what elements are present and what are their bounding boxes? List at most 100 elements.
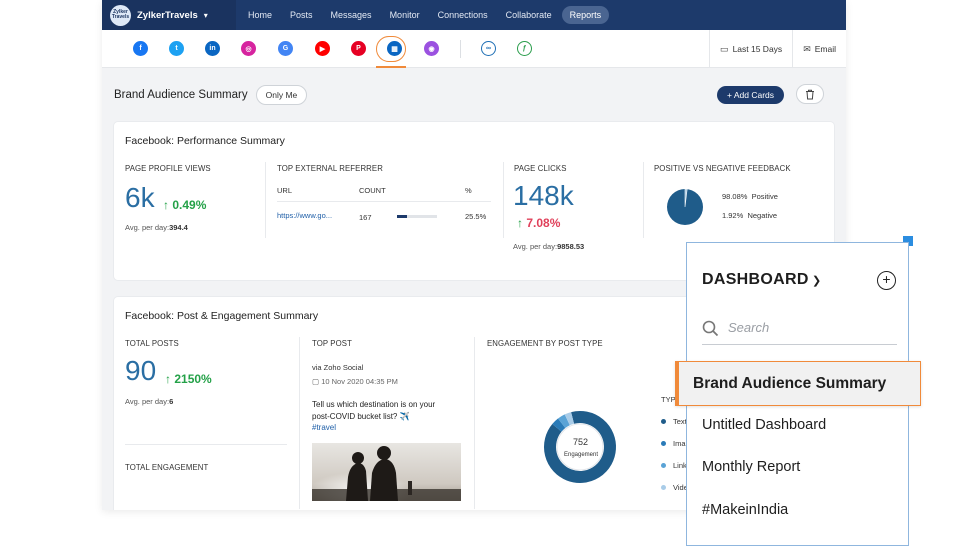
metric-label: PAGE PROFILE VIEWS [125,164,211,173]
divider [265,162,266,238]
dashboard-menu-title[interactable]: DASHBOARD [702,271,809,288]
dashboard-search[interactable]: Search [702,315,897,345]
legend-item: Ima [661,439,686,448]
referrer-count: 167 [359,213,372,222]
engagement-total-label: Engagement [564,452,599,458]
pinterest-icon[interactable]: P [351,41,366,56]
dashboard-item[interactable]: Monthly Report [702,459,801,475]
instagram-icon[interactable]: ◎ [241,41,256,56]
main-nav: Home Posts Messages Monitor Connections … [240,6,611,24]
legend-item: Text [661,417,687,426]
divider [460,40,461,58]
legend-label: Link [673,461,687,470]
donut-segment [557,414,570,429]
negative-legend: 1.92% Negative [722,211,777,220]
custom-report-icon[interactable]: ƒ [517,41,532,56]
compare-icon[interactable]: ∞ [481,41,496,56]
total-posts-value: 90 [125,355,157,386]
legend-label: Vide [673,483,688,492]
avg-value: 9858.53 [557,242,585,251]
avg-per-day: Avg. per day:9858.53 [513,242,584,251]
date-range-button[interactable]: ▭ Last 15 Days [709,30,792,68]
top-navigation-bar: Zylker Travels ZylkerTravels ▾ Home Post… [102,0,846,30]
brand-logo-text: Zylker Travels [111,9,130,20]
chevron-down-icon: ▾ [203,10,208,20]
dashboard-header: Brand Audience Summary Only Me + Add Car… [114,82,836,108]
page-title: Brand Audience Summary [114,89,248,101]
network-tab-bar: f t in ◎ G ▶ P ▦ ◉ ∞ ƒ ▭ Last 15 Days ✉ Email [102,30,846,68]
nav-posts[interactable]: Posts [290,10,313,20]
arrow-up-icon: ↑ [517,216,523,230]
delta-value: 2150% [174,372,212,386]
avg-per-day: Avg. per day:394.4 [125,223,188,232]
dashboard-item[interactable]: Untitled Dashboard [702,417,827,433]
google-business-icon[interactable]: G [278,41,293,56]
facebook-icon[interactable]: f [133,41,148,56]
divider [299,337,300,509]
pie-slice-negative [684,188,688,208]
dashboard-menu: DASHBOARD ❯ + Search Brand Audience Summ… [675,242,921,546]
metric-label: TOP POST [312,339,352,348]
dashboard-item-label: Brand Audience Summary [693,375,887,392]
resize-handle[interactable] [903,236,913,246]
post-date-text: 10 Nov 2020 04:35 PM [321,377,398,386]
legend-header: TYP [661,395,676,404]
search-icon [702,320,719,337]
legend-label: Ima [673,439,686,448]
positive-label: Positive [751,192,778,201]
engagement-total: 752 [573,437,589,447]
post-hashtag-link[interactable]: #travel [312,423,337,432]
visibility-filter-chip[interactable]: Only Me [255,85,308,105]
avg-label: Avg. per day: [125,397,170,406]
trash-icon [806,89,814,99]
nav-reports[interactable]: Reports [561,6,610,24]
avg-per-day: Avg. per day:6 [125,397,173,406]
youtube-icon[interactable]: ▶ [315,41,330,56]
page-clicks-value: 148k [513,180,574,211]
referrer-percent: 25.5% [465,212,487,221]
nav-connections[interactable]: Connections [437,10,488,20]
twitter-icon[interactable]: t [169,41,184,56]
zoho-social-icon[interactable]: ◉ [424,41,439,56]
dashboard-item[interactable]: #MakeinIndia [702,502,789,518]
mail-icon: ✉ [803,43,811,54]
metric-label: TOTAL ENGAGEMENT [125,463,209,472]
metric-label: POSITIVE VS NEGATIVE FEEDBACK [654,164,791,173]
avg-value: 6 [169,397,174,406]
referrer-progress-bar [397,215,437,218]
negative-pct: 1.92% [722,211,744,220]
date-range-label: Last 15 Days [732,44,783,54]
brand-name: ZylkerTravels [137,9,198,21]
dashboard-item-selected[interactable]: Brand Audience Summary [675,361,921,406]
delete-dashboard-button[interactable] [796,84,824,104]
chevron-down-icon[interactable]: ❯ [812,275,822,287]
legend-item: Vide [661,483,688,492]
calendar-icon: ▭ [720,43,729,54]
search-input[interactable]: Search [728,320,770,335]
nav-monitor[interactable]: Monitor [389,10,420,20]
delta-value: 7.08% [526,216,561,230]
divider [503,162,504,238]
nav-home[interactable]: Home [248,10,273,20]
nav-messages[interactable]: Messages [330,10,372,20]
brand-switcher[interactable]: Zylker Travels ZylkerTravels ▾ [102,0,236,30]
delta-value: 0.49% [172,198,207,212]
metric-label: PAGE CLICKS [514,164,567,173]
legend-dot [661,419,666,424]
post-image[interactable] [312,443,461,501]
nav-collaborate[interactable]: Collaborate [505,10,552,20]
card-title: Facebook: Post & Engagement Summary [125,310,319,322]
add-dashboard-button[interactable]: + [877,271,896,290]
column-header-percent: % [465,186,472,195]
legend-label: Text [673,417,687,426]
email-button[interactable]: ✉ Email [792,30,846,68]
add-cards-button[interactable]: + Add Cards [716,86,784,104]
selected-tab-underline [376,66,406,68]
linkedin-page-icon[interactable]: in [205,41,220,56]
arrow-up-icon: ↑ [163,198,169,212]
post-text: Tell us which destination is on your pos… [312,400,436,421]
avg-value: 394.4 [169,223,188,232]
divider [474,337,475,509]
engagement-donut-chart [544,411,616,483]
referrer-url-link[interactable]: https://www.go... [277,211,333,220]
